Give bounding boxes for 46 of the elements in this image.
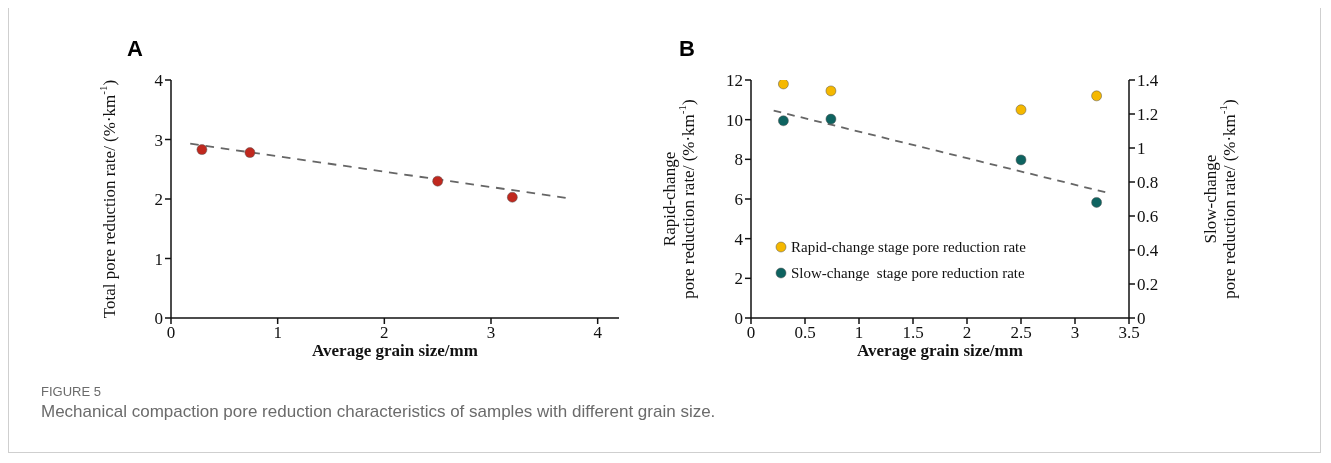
y2-tick-label: 0.2 (1137, 275, 1159, 295)
x-tick-label: 2 (380, 323, 389, 343)
legend-label: Slow-change stage pore reduction rate (791, 264, 1025, 283)
y-tick-label: 0 (154, 309, 163, 329)
y-tick-label: 3 (154, 130, 163, 150)
x-tick-label: 1 (273, 323, 282, 343)
y2-tick-label: 1.4 (1137, 71, 1159, 91)
x-tick-label: 0.5 (794, 323, 816, 343)
x-tick-label: 3 (1070, 323, 1080, 343)
chart-title: A (127, 36, 143, 62)
y-tick-label: 4 (734, 229, 744, 249)
x-tick-label: 1.5 (902, 323, 924, 343)
point (825, 113, 837, 125)
y-tick-label: 2 (154, 190, 163, 210)
y-tick-label: 2 (734, 269, 743, 289)
x-tick-label: 1 (854, 323, 864, 343)
y2-tick-label: 0.8 (1137, 173, 1159, 193)
text: Mechanical compaction pore reduction characteristics of samples with different grain size. (41, 402, 716, 422)
x-tick-label: 2 (962, 323, 972, 343)
point (244, 147, 256, 158)
point (507, 191, 518, 203)
y-tick-label: 10 (726, 110, 743, 130)
x-tick-label: 2.5 (1010, 323, 1032, 343)
x-axis-title: Average grain size/mm (312, 341, 478, 360)
y-tick-label: 12 (726, 71, 743, 91)
y2-tick-label: 1 (1137, 139, 1146, 159)
legend-label: Rapid-change stage pore reduction rate (791, 238, 1026, 257)
y2-tick-label: 0.4 (1137, 241, 1159, 261)
point (1091, 197, 1102, 208)
y-tick-label: 6 (734, 190, 743, 210)
y-tick-label: 8 (734, 150, 743, 170)
x-tick-label: 4 (593, 323, 603, 343)
point (196, 144, 208, 155)
caption: FIGURE 5 (41, 384, 102, 399)
point (778, 115, 789, 127)
y-tick-label: 1 (154, 249, 163, 269)
x-axis-title: Average grain size/mm (857, 341, 1023, 360)
y-tick-label: 4 (154, 71, 164, 91)
x-tick-label: 3.5 (1118, 323, 1140, 343)
chart-title: B (679, 36, 695, 62)
x-tick-label: 3 (486, 323, 496, 343)
y2-tick-label: 1.2 (1137, 105, 1159, 125)
y-tick-label: 0 (734, 309, 743, 329)
y2-tick-label: 0.6 (1137, 207, 1159, 227)
point (432, 175, 443, 187)
point (1015, 154, 1027, 166)
